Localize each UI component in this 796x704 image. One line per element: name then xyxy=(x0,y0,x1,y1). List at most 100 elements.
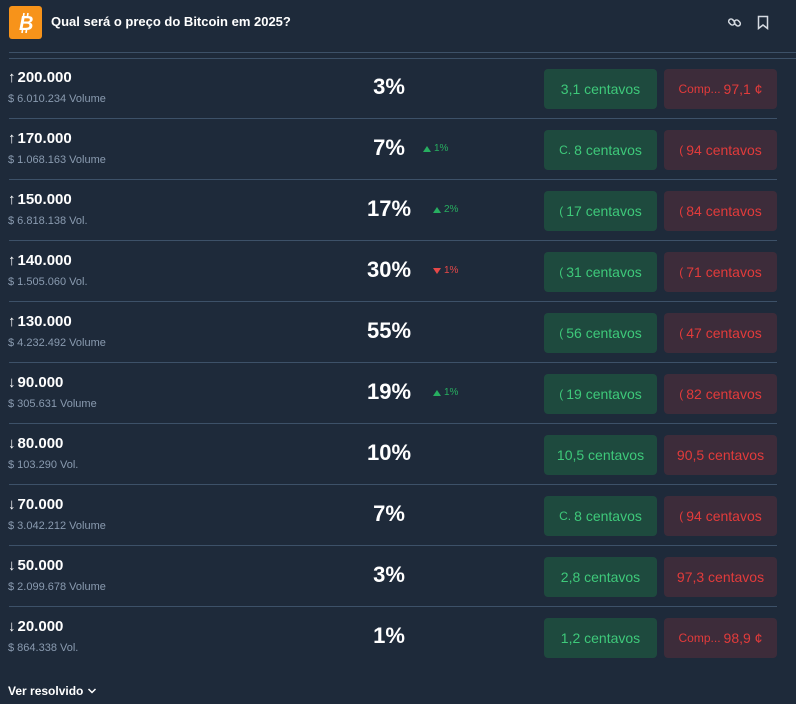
outcome-row[interactable]: ↑ 200.000 $ 6.010.234 Volume 3% 3,1 centa… xyxy=(8,58,777,119)
outcome-value: 70.000 xyxy=(17,496,64,513)
buy-yes-price: 8 centavos xyxy=(574,142,642,158)
probability-value: 1% xyxy=(373,623,405,648)
delta-value: 2% xyxy=(444,204,459,215)
outcome-label: ↓ 20.000 xyxy=(8,618,63,635)
outcome-volume: $ 4.232.492 Volume xyxy=(8,337,106,349)
delta-value: 1% xyxy=(434,143,449,154)
buy-no-price: 82 centavos xyxy=(686,386,762,402)
buy-no-button[interactable]: Comp... 98,9 ¢ xyxy=(664,618,777,658)
probability-value: 3% xyxy=(373,562,405,587)
outcome-row[interactable]: ↓ 90.000 $ 305.631 Volume 19% 1% (19 cent… xyxy=(8,363,777,424)
triangle-down-icon xyxy=(433,267,441,274)
outcome-volume: $ 103.290 Vol. xyxy=(8,459,79,471)
probability-value: 17% xyxy=(366,196,412,221)
buy-yes-button[interactable]: 10,5 centavos xyxy=(544,435,657,475)
bookmark-button[interactable] xyxy=(755,14,771,30)
buy-no-button[interactable]: (82 centavos xyxy=(664,374,777,414)
outcome-row[interactable]: ↑ 170.000 $ 1.068.163 Volume 7% 1% C. 8 ce… xyxy=(8,119,777,180)
outcome-volume: $ 864.338 Vol. xyxy=(8,642,79,654)
buy-no-button[interactable]: (47 centavos xyxy=(664,313,777,353)
outcome-label: ↓ 70.000 xyxy=(8,496,63,513)
probability-value: 7% xyxy=(373,501,405,526)
buy-no-button[interactable]: (84 centavos xyxy=(664,191,777,231)
buy-yes-price: 2,8 centavos xyxy=(560,569,641,585)
arrow-up-icon: ↑ xyxy=(8,313,16,330)
outcome-volume: $ 2.099.678 Volume xyxy=(8,581,106,593)
outcome-label: ↑ 130.000 xyxy=(8,313,72,330)
outcome-row[interactable]: ↓ 20.000 $ 864.338 Vol. 1% 1,2 centavos C… xyxy=(8,607,777,667)
buy-no-price: 90,5 centavos xyxy=(676,447,765,463)
buy-yes-price: 19 centavos xyxy=(566,386,642,402)
buy-no-button[interactable]: 97,3 centavos xyxy=(664,557,777,597)
outcome-label: ↑ 170.000 xyxy=(8,130,72,147)
buy-no-button[interactable]: 90,5 centavos xyxy=(664,435,777,475)
outcome-volume: $ 6.818.138 Vol. xyxy=(8,215,88,227)
chevron-down-icon xyxy=(88,688,97,694)
outcome-label: ↑ 200.000 xyxy=(8,69,72,86)
delta-value: 1% xyxy=(444,265,459,276)
outcome-label: ↓ 50.000 xyxy=(8,557,63,574)
arrow-up-icon: ↑ xyxy=(8,191,16,208)
buy-no-button[interactable]: (94 centavos xyxy=(664,496,777,536)
buy-yes-price: 8 centavos xyxy=(574,508,642,524)
outcome-value: 200.000 xyxy=(17,69,72,86)
buy-no-prefix: Comp... xyxy=(678,631,721,645)
buy-yes-button[interactable]: C. 8 centavos xyxy=(544,130,657,170)
outcome-label: ↑ 140.000 xyxy=(8,252,72,269)
outcome-row[interactable]: ↑ 130.000 $ 4.232.492 Volume 55% (56 cent… xyxy=(8,302,777,363)
bitcoin-icon: B xyxy=(19,12,33,34)
outcome-value: 150.000 xyxy=(17,191,72,208)
buy-yes-button[interactable]: C. 8 centavos xyxy=(544,496,657,536)
buy-no-prefix: ( xyxy=(679,326,684,340)
outcome-volume: $ 305.631 Volume xyxy=(8,398,97,410)
buy-yes-button[interactable]: (19 centavos xyxy=(544,374,657,414)
buy-yes-price: 31 centavos xyxy=(566,264,642,280)
delta-badge: 1% xyxy=(433,387,458,398)
buy-no-prefix: ( xyxy=(679,143,684,157)
buy-no-price: 98,9 ¢ xyxy=(723,630,763,646)
buy-yes-button[interactable]: 2,8 centavos xyxy=(544,557,657,597)
buy-yes-prefix: ( xyxy=(559,265,564,279)
probability-value: 55% xyxy=(366,318,412,343)
arrow-up-icon: ↑ xyxy=(8,130,16,147)
buy-yes-button[interactable]: (17 centavos xyxy=(544,191,657,231)
link-icon xyxy=(727,17,741,27)
arrow-up-icon: ↑ xyxy=(8,69,16,86)
show-resolved-toggle[interactable]: Ver resolvido xyxy=(8,684,97,698)
triangle-up-icon xyxy=(433,206,441,213)
delta-badge: 1% xyxy=(433,265,458,276)
buy-no-price: 84 centavos xyxy=(686,203,762,219)
outcome-row[interactable]: ↓ 50.000 $ 2.099.678 Volume 3% 2,8 centav… xyxy=(8,546,777,607)
outcome-value: 50.000 xyxy=(17,557,64,574)
buy-no-button[interactable]: Comp... 97,1 ¢ xyxy=(664,69,777,109)
outcome-row[interactable]: ↑ 140.000 $ 1.505.060 Vol. 30% 1% (31 cen… xyxy=(8,241,777,302)
buy-yes-prefix: C. xyxy=(559,509,572,523)
buy-yes-price: 56 centavos xyxy=(566,325,642,341)
buy-no-button[interactable]: (71 centavos xyxy=(664,252,777,292)
buy-yes-prefix: ( xyxy=(559,326,564,340)
bookmark-icon xyxy=(757,15,769,30)
buy-yes-button[interactable]: 1,2 centavos xyxy=(544,618,657,658)
outcome-value: 170.000 xyxy=(17,130,72,147)
triangle-up-icon xyxy=(433,389,441,396)
outcome-row[interactable]: ↑ 150.000 $ 6.818.138 Vol. 17% 2% (17 cen… xyxy=(8,180,777,241)
header-divider xyxy=(9,52,796,53)
copy-link-button[interactable] xyxy=(726,14,742,30)
buy-no-price: 97,3 centavos xyxy=(676,569,765,585)
probability-value: 30% xyxy=(366,257,412,282)
outcome-value: 140.000 xyxy=(17,252,72,269)
outcome-row[interactable]: ↓ 70.000 $ 3.042.212 Volume 7% C. 8 centav… xyxy=(8,485,777,546)
outcome-list: ↑ 200.000 $ 6.010.234 Volume 3% 3,1 centa… xyxy=(0,58,796,667)
buy-yes-price: 17 centavos xyxy=(566,203,642,219)
buy-yes-price: 10,5 centavos xyxy=(556,447,645,463)
buy-no-price: 47 centavos xyxy=(686,325,762,341)
buy-no-button[interactable]: (94 centavos xyxy=(664,130,777,170)
buy-no-prefix: Comp... xyxy=(678,82,721,96)
buy-yes-button[interactable]: (56 centavos xyxy=(544,313,657,353)
buy-yes-button[interactable]: (31 centavos xyxy=(544,252,657,292)
buy-yes-button[interactable]: 3,1 centavos xyxy=(544,69,657,109)
outcome-row[interactable]: ↓ 80.000 $ 103.290 Vol. 10% 10,5 centavos… xyxy=(8,424,777,485)
buy-yes-prefix: ( xyxy=(559,204,564,218)
delta-badge: 1% xyxy=(423,143,448,154)
buy-no-price: 97,1 ¢ xyxy=(723,81,763,97)
